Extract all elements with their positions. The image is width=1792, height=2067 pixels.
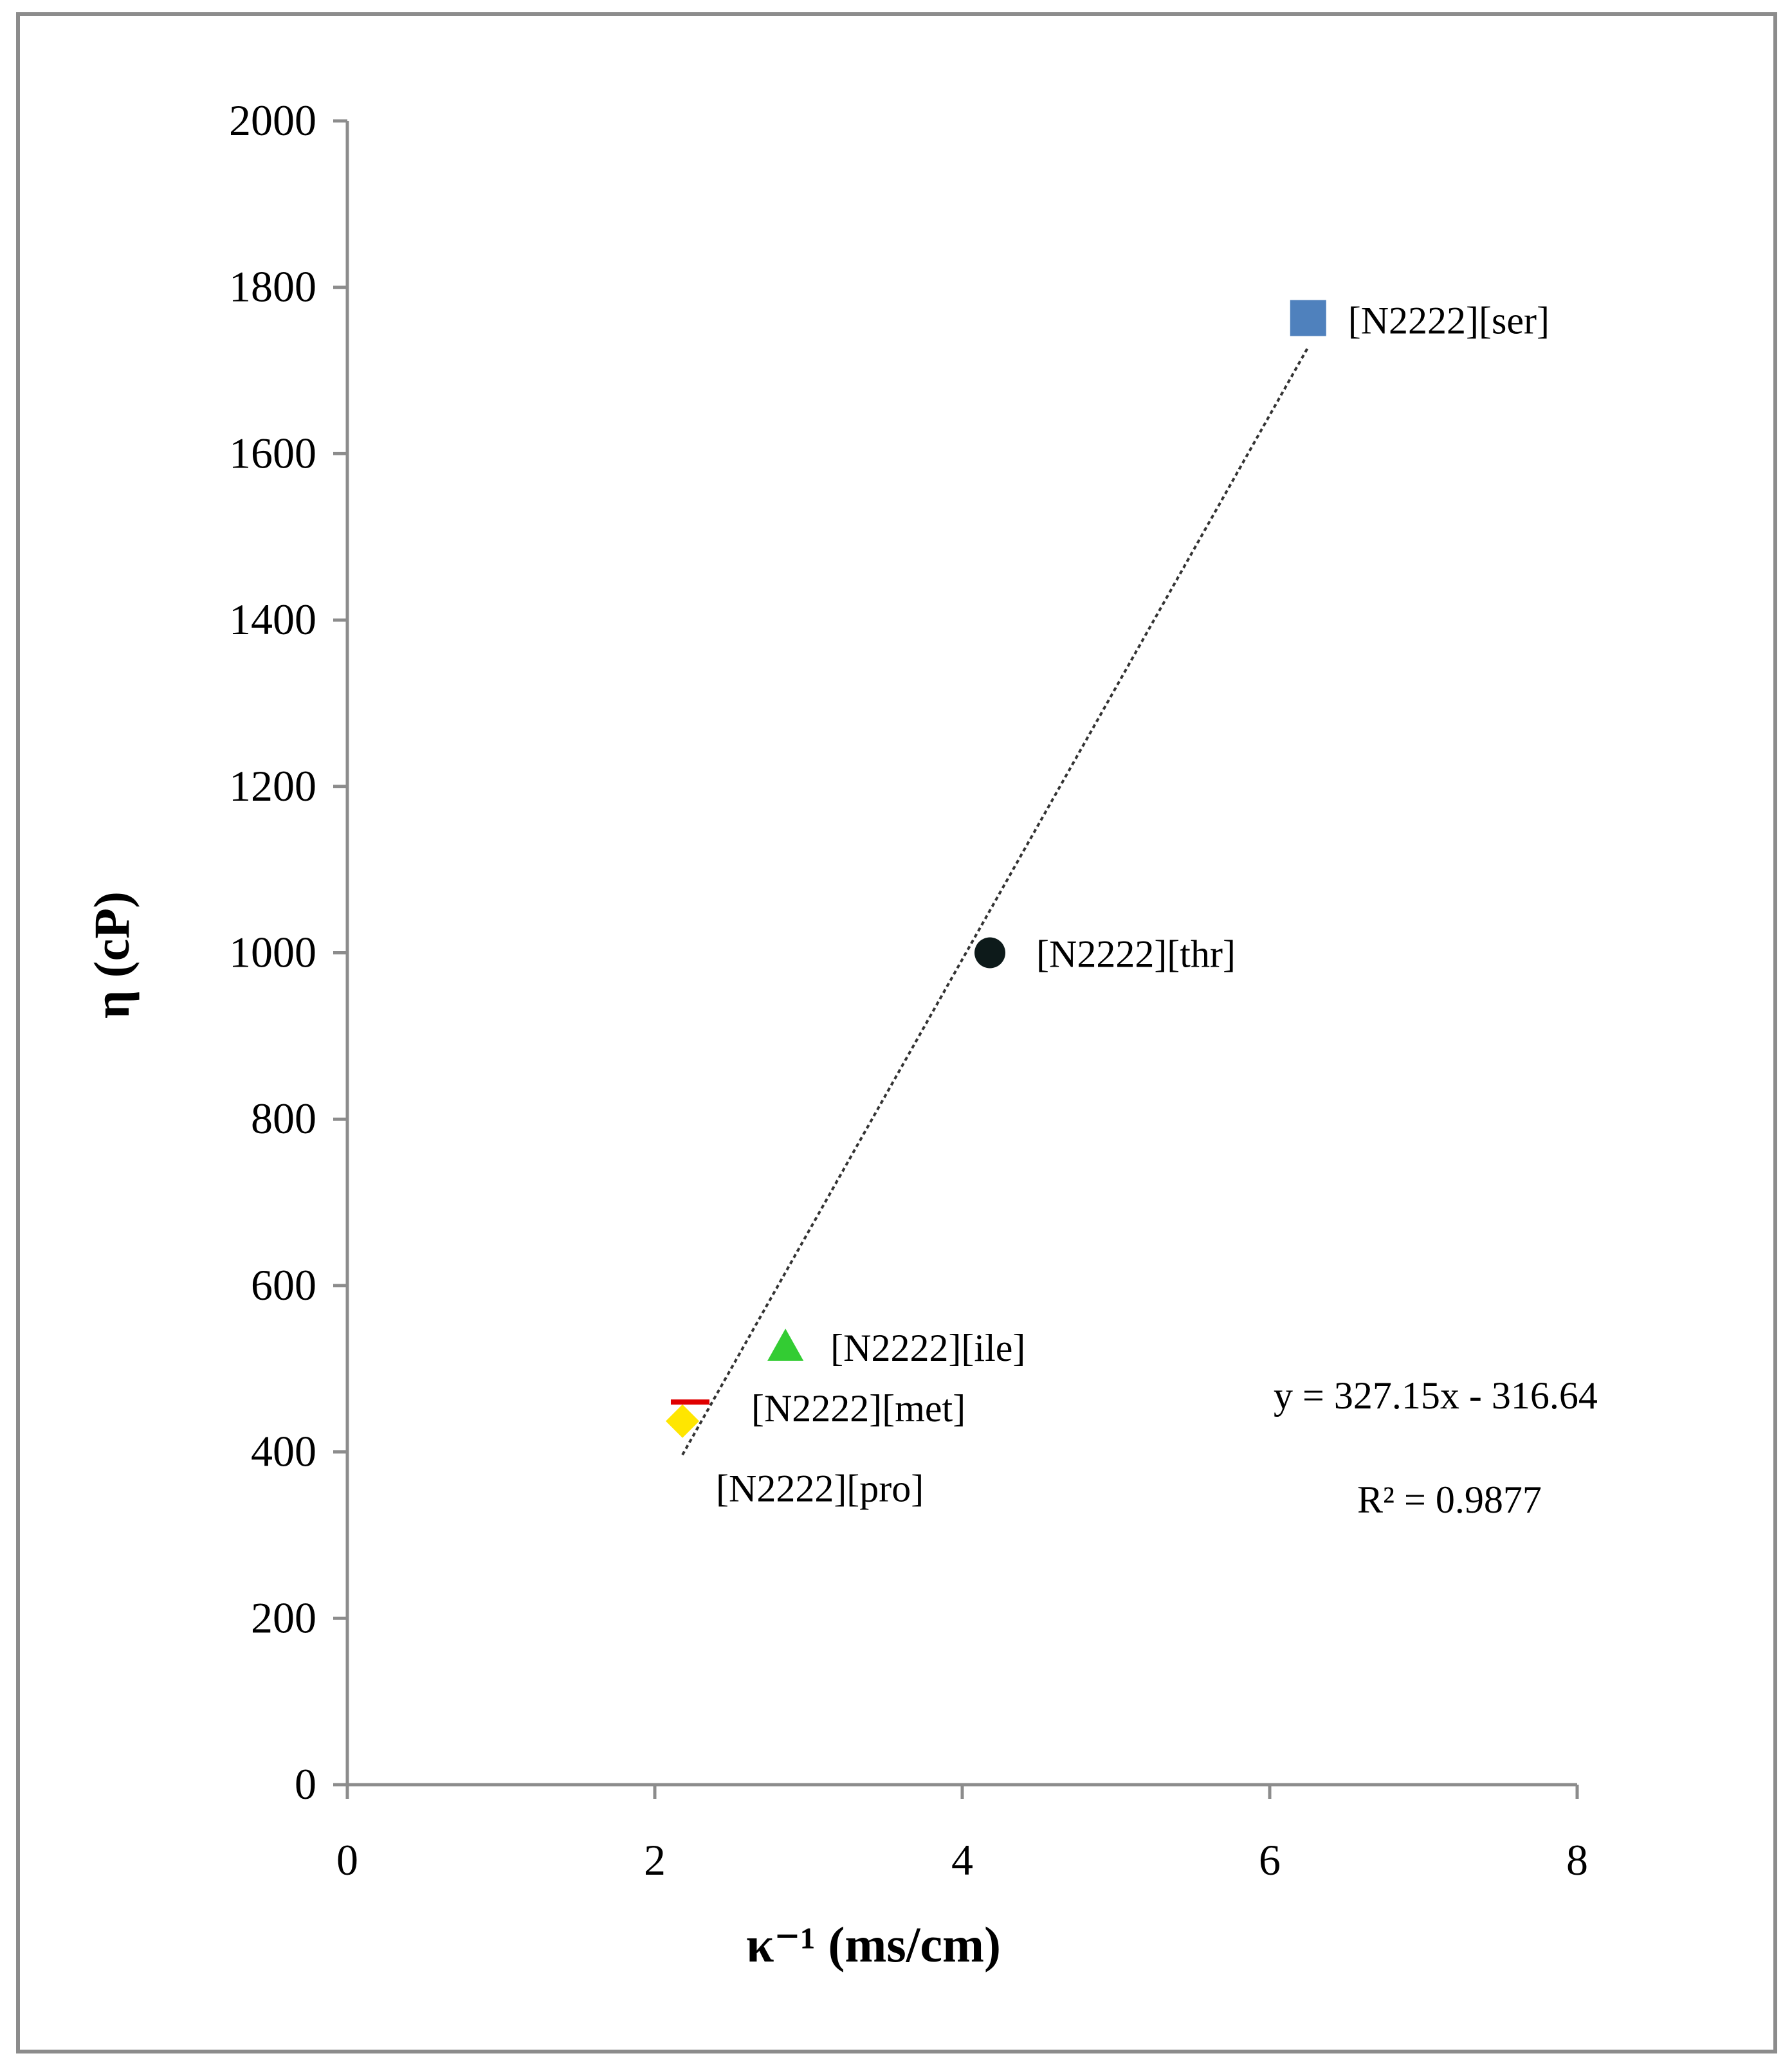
label-n2222-pro: [N2222][pro]	[716, 1468, 924, 1510]
y-tick-label: 800	[251, 1094, 316, 1143]
point-n2222-ile	[767, 1328, 804, 1361]
label-n2222-thr: [N2222][thr]	[1036, 933, 1236, 976]
y-tick-label: 1600	[229, 428, 316, 477]
frame-border	[16, 12, 1777, 2053]
x-tick-label: 0	[336, 1835, 358, 1884]
y-tick-label: 1800	[229, 262, 316, 311]
trendline-equation: y = 327.15x - 316.64	[1274, 1374, 1598, 1417]
x-axis-title: κ⁻¹ (ms/cm)	[746, 1917, 1001, 1972]
x-tick-label: 6	[1259, 1835, 1281, 1884]
y-tick-label: 600	[251, 1261, 316, 1309]
y-tick-label: 200	[251, 1593, 316, 1642]
point-n2222-met	[670, 1399, 709, 1405]
point-n2222-thr	[974, 937, 1006, 969]
data-points	[666, 300, 1326, 1438]
x-tick-label: 4	[951, 1835, 973, 1884]
label-n2222-ser: [N2222][ser]	[1348, 300, 1550, 342]
y-tick-label: 1000	[229, 928, 316, 977]
label-n2222-met: [N2222][met]	[751, 1387, 965, 1430]
point-n2222-pro	[666, 1404, 700, 1438]
y-tick-label: 2000	[229, 96, 316, 145]
y-tick-label: 400	[251, 1427, 316, 1476]
y-axis-title: η (cP)	[84, 891, 140, 1019]
point-labels: [N2222][ser] [N2222][thr] [N2222][ile] [N22…	[716, 300, 1550, 1510]
x-tick-label: 2	[644, 1835, 666, 1884]
point-n2222-ser	[1290, 300, 1326, 336]
label-n2222-ile: [N2222][ile]	[830, 1327, 1025, 1369]
axes: 0 200 400 600 800 1000 1200 1400 1600 1800 2000 0 2 4…	[229, 96, 1588, 1884]
r-squared-label: R² = 0.9877	[1357, 1479, 1542, 1521]
x-tick-label: 8	[1566, 1835, 1588, 1884]
y-tick-label: 1200	[229, 761, 316, 810]
y-tick-label: 1400	[229, 595, 316, 644]
y-tick-label: 0	[295, 1760, 316, 1808]
